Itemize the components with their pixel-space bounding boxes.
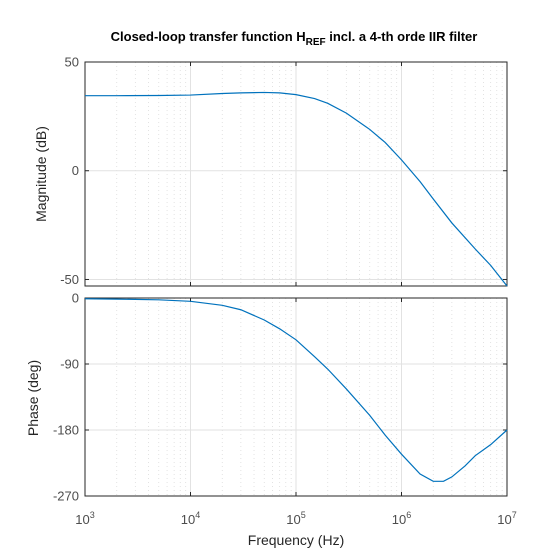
magnitude-y-tick-label: 0 [72,163,79,178]
phase-y-tick-label: -180 [53,423,79,438]
chart-title: Closed-loop transfer function HREF incl.… [111,29,478,48]
x-axis-label: Frequency (Hz) [248,532,344,548]
x-tick-label: 107 [497,510,516,527]
phase-ylabel: Phase (deg) [25,360,41,436]
phase-y-tick-label: -90 [60,357,79,372]
magnitude-axes: 50 0 -50 [60,55,508,287]
magnitude-y-tick-label: 50 [65,55,79,70]
magnitude-line [85,91,508,287]
x-tick-label: 104 [181,510,200,527]
magnitude-grid [84,61,508,286]
magnitude-y-tick-label: -50 [60,272,79,287]
x-tick-label: 105 [286,510,305,527]
phase-y-tick-label: 0 [72,291,79,306]
x-tick-label: 106 [392,510,411,527]
x-tick-label: 103 [75,510,94,527]
phase-y-tick-label: -270 [53,489,79,504]
phase-axes: 0 -90 -180 -270 103 104 105 106 107 [53,291,517,528]
phase-line [84,298,508,482]
magnitude-ylabel: Magnitude (dB) [33,126,49,222]
